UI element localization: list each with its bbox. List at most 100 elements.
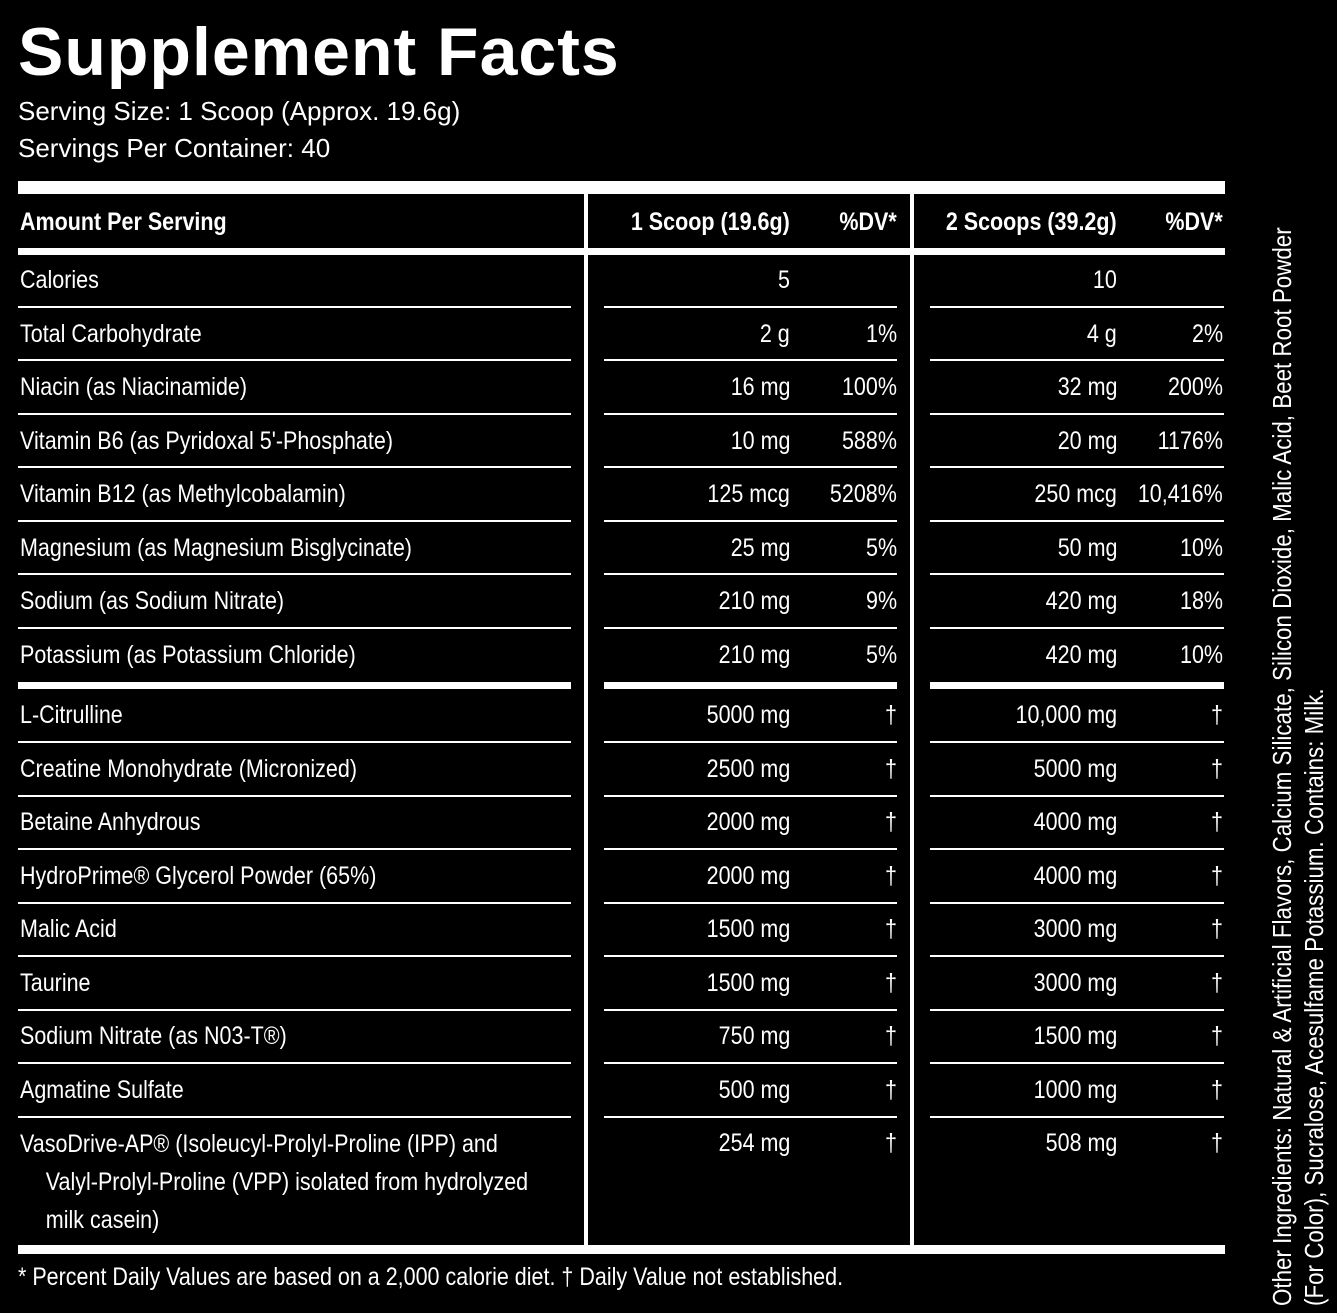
row-separator bbox=[604, 413, 897, 415]
row-separator bbox=[930, 955, 1224, 957]
row-separator bbox=[930, 848, 1224, 850]
dv-one-scoop: † bbox=[885, 755, 897, 783]
nutrient-name: Magnesium (as Magnesium Bisglycinate) bbox=[20, 534, 412, 562]
row-separator bbox=[930, 627, 1224, 629]
amount-two-scoops: 1000 mg bbox=[1033, 1076, 1117, 1104]
dv-two-scoops: † bbox=[1211, 969, 1223, 997]
amount-one-scoop: 500 mg bbox=[718, 1076, 790, 1104]
dv-one-scoop: † bbox=[885, 915, 897, 943]
row-separator bbox=[604, 1009, 897, 1011]
amount-one-scoop: 210 mg bbox=[718, 587, 790, 615]
dv-one-scoop: † bbox=[885, 808, 897, 836]
amount-one-scoop: 16 mg bbox=[730, 373, 790, 401]
row-separator bbox=[18, 306, 571, 308]
row-separator bbox=[604, 466, 897, 468]
amount-one-scoop: 2000 mg bbox=[706, 862, 790, 890]
amount-two-scoops: 420 mg bbox=[1045, 641, 1117, 669]
nutrient-name: HydroPrime® Glycerol Powder (65%) bbox=[20, 862, 377, 890]
row-separator bbox=[604, 848, 897, 850]
row-separator bbox=[930, 520, 1224, 522]
row-separator bbox=[930, 466, 1224, 468]
amount-two-scoops: 10,000 mg bbox=[1015, 701, 1117, 729]
header-amount-per-serving: Amount Per Serving bbox=[20, 208, 227, 236]
row-separator bbox=[18, 1116, 571, 1118]
header-two-scoops: 2 Scoops (39.2g) bbox=[946, 208, 1117, 236]
other-ingredients-line-1: Other Ingredients: Natural & Artificial … bbox=[1267, 227, 1297, 1306]
row-separator bbox=[604, 359, 897, 361]
row-separator bbox=[604, 902, 897, 904]
dv-two-scoops: 18% bbox=[1179, 587, 1223, 615]
row-separator bbox=[604, 795, 897, 797]
footnote: * Percent Daily Values are based on a 2,… bbox=[18, 1263, 844, 1291]
row-separator bbox=[604, 955, 897, 957]
amount-two-scoops: 508 mg bbox=[1045, 1129, 1117, 1157]
amount-two-scoops: 4 g bbox=[1087, 320, 1117, 348]
row-separator bbox=[930, 413, 1224, 415]
header-dv-two-scoops: %DV* bbox=[1165, 208, 1223, 236]
dv-one-scoop: 5% bbox=[865, 641, 897, 669]
column-divider-2 bbox=[910, 194, 914, 1245]
row-separator bbox=[18, 682, 571, 689]
amount-one-scoop: 5000 mg bbox=[706, 701, 790, 729]
header-dv-one-scoop: %DV* bbox=[839, 208, 897, 236]
servings-per-container: Servings Per Container: 40 bbox=[18, 133, 331, 163]
dv-one-scoop: † bbox=[885, 1076, 897, 1104]
header-divider bbox=[18, 248, 1225, 255]
row-separator bbox=[604, 520, 897, 522]
dv-one-scoop: 9% bbox=[865, 587, 897, 615]
dv-one-scoop: 588% bbox=[842, 427, 897, 455]
nutrient-name: Agmatine Sulfate bbox=[20, 1076, 184, 1104]
row-separator bbox=[18, 955, 571, 957]
dv-two-scoops: 200% bbox=[1168, 373, 1223, 401]
dv-two-scoops: † bbox=[1211, 862, 1223, 890]
row-separator bbox=[18, 902, 571, 904]
amount-one-scoop: 125 mcg bbox=[707, 480, 790, 508]
row-separator bbox=[18, 1009, 571, 1011]
dv-one-scoop: 5% bbox=[865, 534, 897, 562]
dv-two-scoops: † bbox=[1211, 701, 1223, 729]
nutrient-name: Calories bbox=[20, 266, 99, 294]
nutrient-name: Potassium (as Potassium Chloride) bbox=[20, 641, 356, 669]
row-separator bbox=[604, 1116, 897, 1118]
dv-two-scoops: 2% bbox=[1191, 320, 1223, 348]
header-one-scoop: 1 Scoop (19.6g) bbox=[631, 208, 790, 236]
dv-one-scoop: 1% bbox=[865, 320, 897, 348]
row-separator bbox=[930, 306, 1224, 308]
amount-two-scoops: 20 mg bbox=[1057, 427, 1117, 455]
other-ingredients-line-2: (For Color), Sucralose, Acesulfame Potas… bbox=[1299, 688, 1329, 1306]
nutrient-name: Niacin (as Niacinamide) bbox=[20, 373, 248, 401]
top-divider bbox=[18, 181, 1225, 194]
row-separator bbox=[18, 466, 571, 468]
nutrient-name: Vitamin B12 (as Methylcobalamin) bbox=[20, 480, 346, 508]
nutrient-name-line: milk casein) bbox=[45, 1206, 160, 1234]
amount-two-scoops: 3000 mg bbox=[1033, 969, 1117, 997]
row-separator bbox=[604, 573, 897, 575]
bottom-divider bbox=[18, 1245, 1225, 1254]
row-separator bbox=[604, 1062, 897, 1064]
dv-one-scoop: 5208% bbox=[830, 480, 897, 508]
nutrient-name: Taurine bbox=[20, 969, 91, 997]
nutrient-name: Creatine Monohydrate (Micronized) bbox=[20, 755, 357, 783]
row-separator bbox=[604, 741, 897, 743]
other-ingredients: Other Ingredients: Natural & Artificial … bbox=[1266, 16, 1330, 1306]
amount-one-scoop: 25 mg bbox=[730, 534, 790, 562]
amount-two-scoops: 10 bbox=[1093, 266, 1117, 294]
row-separator bbox=[18, 848, 571, 850]
amount-one-scoop: 2 g bbox=[760, 320, 790, 348]
row-separator bbox=[930, 1062, 1224, 1064]
dv-one-scoop: † bbox=[885, 969, 897, 997]
row-separator bbox=[18, 795, 571, 797]
nutrient-name: VasoDrive-AP® (Isoleucyl-Prolyl-Proline … bbox=[20, 1125, 528, 1239]
amount-two-scoops: 50 mg bbox=[1057, 534, 1117, 562]
row-separator bbox=[18, 573, 571, 575]
amount-two-scoops: 3000 mg bbox=[1033, 915, 1117, 943]
dv-one-scoop: † bbox=[885, 1129, 897, 1157]
row-separator bbox=[18, 520, 571, 522]
row-separator bbox=[18, 627, 571, 629]
row-separator bbox=[930, 741, 1224, 743]
nutrient-name: Betaine Anhydrous bbox=[20, 808, 201, 836]
row-separator bbox=[930, 359, 1224, 361]
row-separator bbox=[18, 741, 571, 743]
row-separator bbox=[604, 682, 897, 689]
amount-two-scoops: 4000 mg bbox=[1033, 862, 1117, 890]
